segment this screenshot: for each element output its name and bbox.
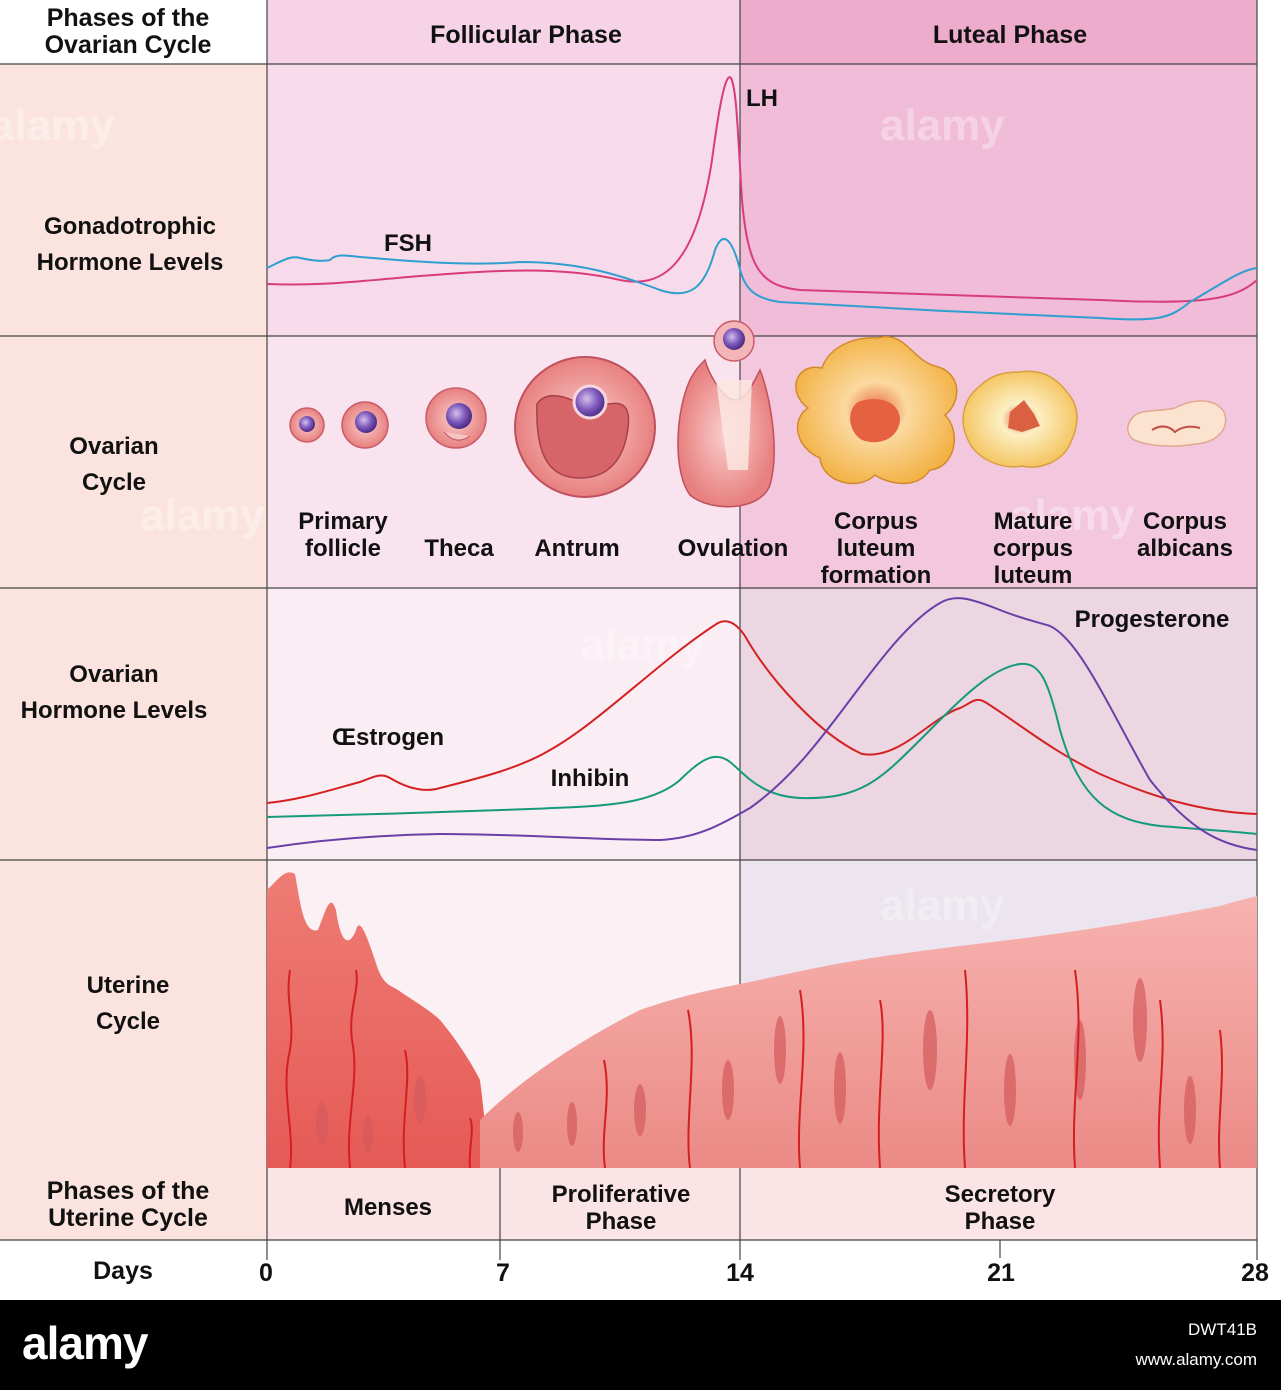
days-axis-label: Days <box>93 1257 153 1285</box>
uterine-phase-heading: Phases of the Uterine Cycle <box>47 1177 210 1232</box>
ovulation-illustration <box>677 320 775 508</box>
gonadotrophic-follicular-cell <box>267 64 740 336</box>
image-id: DWT41B <box>1188 1320 1257 1339</box>
ovarian-hormone-luteal-cell <box>740 588 1257 860</box>
ovarian-phase-heading: Phases of the Ovarian Cycle <box>45 4 212 59</box>
inhibin-label: Inhibin <box>551 765 630 792</box>
svg-text:alamy: alamy <box>880 101 1005 150</box>
day-tick-0: 0 <box>259 1259 273 1287</box>
stage-label-mature-corpus-luteum: Mature corpus luteum <box>993 508 1073 589</box>
luteal-phase-label: Luteal Phase <box>933 21 1087 49</box>
follicular-phase-label: Follicular Phase <box>430 21 622 49</box>
luteal-header-cell <box>740 0 1257 64</box>
inhibin-curve <box>266 662 1258 835</box>
stage-label-corpus-luteum-formation: Corpus luteum formation <box>821 508 932 589</box>
uterine-cycle-row-label: Uterine Cycle <box>87 972 170 1035</box>
fsh-curve <box>266 238 1258 321</box>
proliferative-phase-label: Proliferative Phase <box>552 1181 691 1235</box>
stage-label-primary-follicle: Primary follicle <box>298 508 388 562</box>
alamy-logo: alamy <box>22 1317 148 1369</box>
menses-label: Menses <box>344 1194 432 1221</box>
antrum-illustration <box>514 356 656 498</box>
stage-label-antrum: Antrum <box>534 535 619 562</box>
row-label-column <box>0 64 267 1240</box>
svg-text:alamy: alamy <box>580 621 705 670</box>
svg-text:alamy: alamy <box>140 491 265 540</box>
estrogen-curve <box>266 620 1258 815</box>
day-tick-14: 14 <box>726 1259 754 1287</box>
estrogen-label: Œstrogen <box>332 724 444 751</box>
stage-label-theca: Theca <box>424 535 494 562</box>
svg-text:alamy: alamy <box>0 101 115 150</box>
progesterone-label: Progesterone <box>1075 606 1230 633</box>
fsh-label: FSH <box>384 230 432 257</box>
corpus-luteum-formation-illustration <box>795 335 958 485</box>
stage-label-corpus-albicans: Corpus albicans <box>1137 508 1233 562</box>
gonadotrophic-row-label: Gonadotrophic Hormone Levels <box>37 213 224 276</box>
primary-follicle-illustration <box>289 401 389 449</box>
day-tick-28: 28 <box>1241 1259 1269 1287</box>
lh-label: LH <box>746 85 778 112</box>
corpus-albicans-illustration <box>1127 400 1227 447</box>
ovarian-cycle-row-label: Ovarian Cycle <box>69 433 158 496</box>
progesterone-curve <box>266 597 1258 851</box>
watermark-footer: alamy DWT41B www.alamy.com <box>0 1300 1281 1390</box>
secretory-phase-label: Secretory Phase <box>945 1181 1056 1235</box>
svg-text:alamy: alamy <box>880 881 1005 930</box>
watermark-text: alamy alamy alamy alamy alamy alamy <box>0 101 1135 930</box>
lh-curve <box>266 76 1258 303</box>
theca-illustration <box>425 387 487 449</box>
ovarian-hormone-row-label: Ovarian Hormone Levels <box>21 661 208 724</box>
svg-text:alamy: alamy <box>1010 491 1135 540</box>
stage-label-ovulation: Ovulation <box>678 535 789 562</box>
day-axis: 0 7 14 21 28 <box>259 1259 1269 1287</box>
day-tick-21: 21 <box>987 1259 1015 1287</box>
follicular-header-cell <box>267 0 740 64</box>
uterine-phase-row <box>267 1168 1257 1240</box>
day-tick-7: 7 <box>496 1259 510 1287</box>
mature-corpus-luteum-illustration <box>962 370 1078 468</box>
watermark-url: www.alamy.com <box>1135 1350 1257 1369</box>
uterine-lining-illustration <box>267 872 1257 1169</box>
menstrual-cycle-diagram: alamy alamy alamy alamy alamy alamy Phas… <box>0 0 1269 1287</box>
